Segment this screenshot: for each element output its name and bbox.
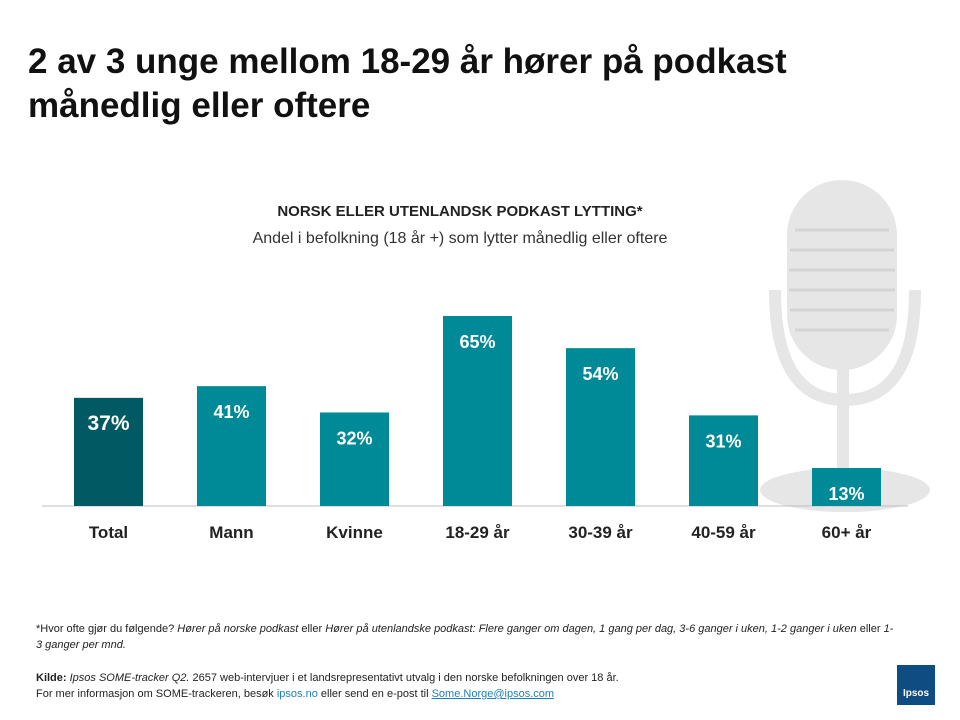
bar bbox=[566, 348, 635, 506]
site-link[interactable]: ipsos.no bbox=[276, 688, 318, 700]
footnote-q1: Hører på norske podkast bbox=[177, 623, 299, 635]
bar bbox=[197, 386, 266, 506]
ipsos-logo: Ipsos bbox=[897, 665, 935, 705]
microphone-icon bbox=[760, 180, 930, 512]
footnote-mid: eller bbox=[301, 623, 323, 635]
x-tick-label: Mann bbox=[209, 523, 253, 542]
footnote-prefix: *Hvor ofte gjør du følgende? bbox=[36, 623, 175, 635]
bar bbox=[443, 316, 512, 506]
x-tick-label: 30-39 år bbox=[568, 523, 633, 542]
x-tick-label: Kvinne bbox=[326, 523, 383, 542]
bar-value-label: 54% bbox=[582, 364, 618, 384]
source-text: 2657 web-intervjuer i et landsrepresenta… bbox=[192, 672, 619, 684]
bar-value-label: 41% bbox=[213, 402, 249, 422]
bar bbox=[689, 415, 758, 506]
bar-value-label: 37% bbox=[87, 412, 129, 435]
x-tick-label: 40-59 år bbox=[691, 523, 756, 542]
chart-title: NORSK ELLER UTENLANDSK PODKAST LYTTING* bbox=[277, 203, 643, 220]
bar-value-label: 13% bbox=[828, 484, 864, 504]
page-title: 2 av 3 unge mellom 18-29 år hører på pod… bbox=[28, 42, 787, 125]
source-line2-prefix: For mer informasjon om SOME-trackeren, b… bbox=[36, 688, 274, 700]
chart-subtitle: Andel i befolkning (18 år +) som lytter … bbox=[252, 230, 668, 247]
footnote-q2: Hører på utenlandske podkast: Flere gang… bbox=[325, 623, 857, 635]
footnote: *Hvor ofte gjør du følgende? Hører på no… bbox=[36, 621, 896, 653]
email-link[interactable]: Some.Norge@ipsos.com bbox=[431, 688, 555, 700]
bar-chart: 37% Total 41% Mann 32% Kvinne 65% 18-29 år 54% 30… bbox=[42, 316, 908, 542]
bar bbox=[74, 397, 143, 506]
source-line2-mid: eller send en e-post til bbox=[320, 688, 429, 700]
bar-value-label: 31% bbox=[705, 431, 741, 451]
bar-value-label: 65% bbox=[459, 332, 495, 352]
source-name: Ipsos SOME-tracker Q2. bbox=[69, 672, 190, 684]
bar-value-label: 32% bbox=[336, 428, 372, 448]
x-tick-label: Total bbox=[89, 523, 128, 542]
source-note: Kilde: Ipsos SOME-tracker Q2. 2657 web-i… bbox=[36, 670, 876, 702]
bar bbox=[320, 412, 389, 506]
x-tick-label: 60+ år bbox=[822, 523, 872, 542]
source-label: Kilde: bbox=[36, 672, 67, 684]
x-tick-label: 18-29 år bbox=[445, 523, 510, 542]
bar bbox=[812, 468, 881, 506]
footnote-mid2: eller bbox=[859, 623, 881, 635]
footnote-q3: 1-3 ganger per mnd. bbox=[36, 623, 894, 651]
